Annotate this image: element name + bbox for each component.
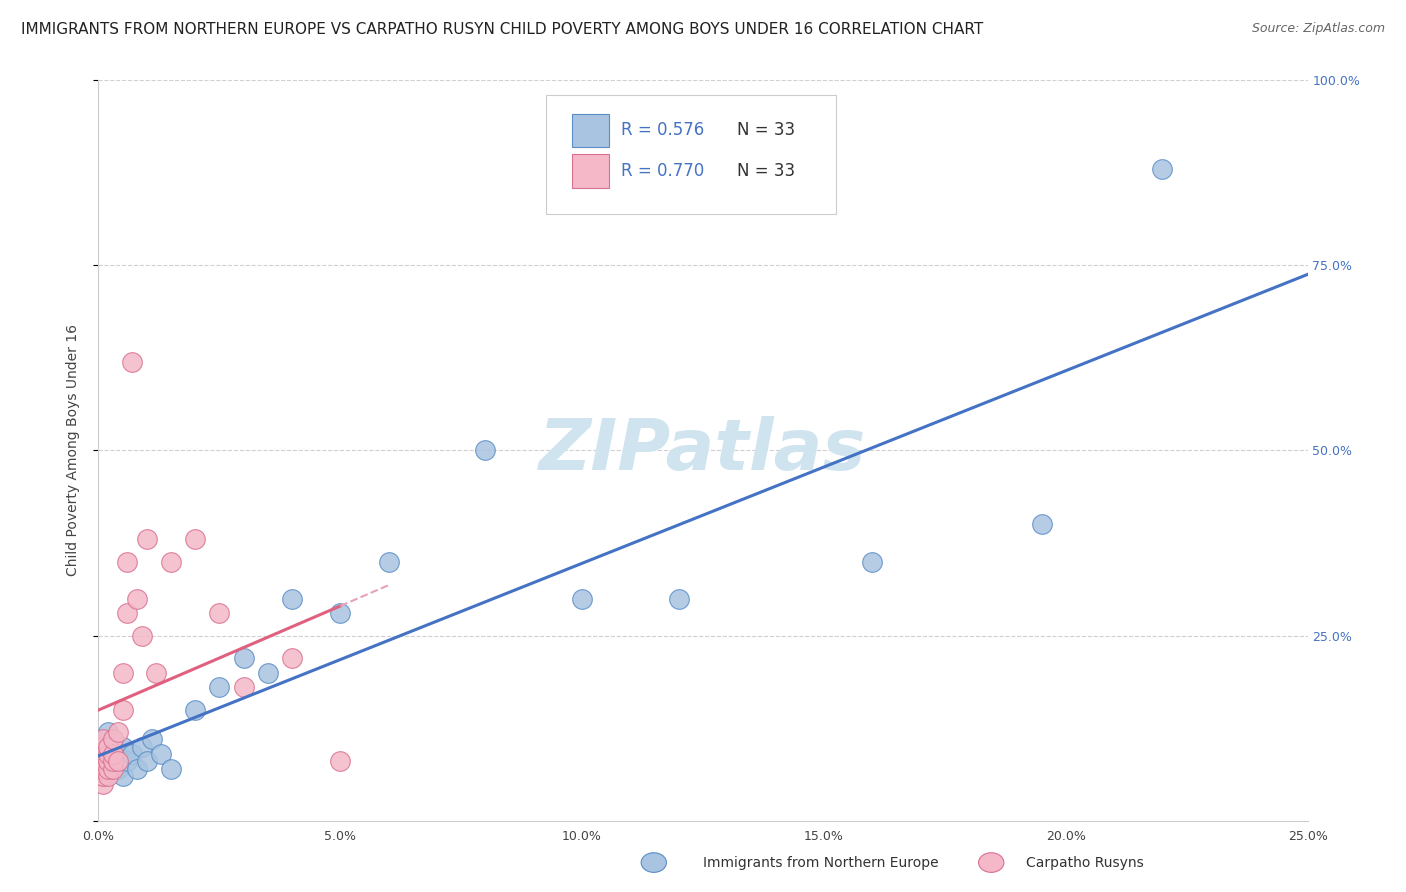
Point <box>160 762 183 776</box>
FancyBboxPatch shape <box>572 113 609 147</box>
Point <box>91 732 114 747</box>
Point <box>232 650 254 665</box>
Point <box>329 607 352 621</box>
Point <box>91 739 114 754</box>
Point <box>111 739 134 754</box>
Point <box>97 747 120 761</box>
Point <box>107 724 129 739</box>
Point <box>97 739 120 754</box>
Point <box>131 628 153 642</box>
Point <box>150 747 173 761</box>
Point <box>135 533 157 547</box>
Point <box>101 747 124 761</box>
Point <box>91 769 114 783</box>
Point <box>121 354 143 368</box>
FancyBboxPatch shape <box>546 95 837 213</box>
Point <box>145 665 167 680</box>
Point <box>232 681 254 695</box>
Point <box>111 665 134 680</box>
Point <box>141 732 163 747</box>
Point <box>91 747 114 761</box>
Y-axis label: Child Poverty Among Boys Under 16: Child Poverty Among Boys Under 16 <box>66 325 80 576</box>
Point <box>281 650 304 665</box>
Text: N = 33: N = 33 <box>737 162 794 180</box>
Point <box>101 755 124 769</box>
Point <box>91 755 114 769</box>
Text: Carpatho Rusyns: Carpatho Rusyns <box>1026 856 1144 871</box>
Point <box>97 762 120 776</box>
Point <box>107 762 129 776</box>
Point <box>127 591 149 606</box>
Text: N = 33: N = 33 <box>737 121 794 139</box>
Point <box>208 607 231 621</box>
Text: R = 0.770: R = 0.770 <box>621 162 704 180</box>
Point <box>860 555 883 569</box>
Text: Source: ZipAtlas.com: Source: ZipAtlas.com <box>1251 22 1385 36</box>
Point <box>571 591 593 606</box>
Point <box>208 681 231 695</box>
FancyBboxPatch shape <box>572 154 609 187</box>
Point <box>256 665 278 680</box>
Point <box>97 724 120 739</box>
Point <box>101 755 124 769</box>
Point <box>101 732 124 747</box>
Point <box>117 555 139 569</box>
Point <box>91 762 114 776</box>
Text: IMMIGRANTS FROM NORTHERN EUROPE VS CARPATHO RUSYN CHILD POVERTY AMONG BOYS UNDER: IMMIGRANTS FROM NORTHERN EUROPE VS CARPA… <box>21 22 983 37</box>
Point <box>184 703 207 717</box>
Point <box>97 769 120 783</box>
Point <box>91 755 114 769</box>
Point <box>131 739 153 754</box>
Point <box>135 755 157 769</box>
Point <box>111 769 134 783</box>
Point <box>1152 162 1174 177</box>
Point <box>1031 517 1053 532</box>
Point <box>121 747 143 761</box>
Point <box>97 762 120 776</box>
Point <box>107 747 129 761</box>
Point <box>668 591 690 606</box>
Point <box>111 703 134 717</box>
Text: R = 0.576: R = 0.576 <box>621 121 704 139</box>
Point <box>97 747 120 761</box>
Point <box>160 555 183 569</box>
Point <box>117 607 139 621</box>
Point <box>281 591 304 606</box>
Text: Immigrants from Northern Europe: Immigrants from Northern Europe <box>703 856 939 871</box>
Point <box>97 755 120 769</box>
Point <box>329 755 352 769</box>
Point <box>91 776 114 791</box>
Point <box>91 739 114 754</box>
Point <box>107 755 129 769</box>
Point <box>117 755 139 769</box>
Point <box>474 443 496 458</box>
Point <box>101 762 124 776</box>
Point <box>91 769 114 783</box>
Point <box>377 555 399 569</box>
Point <box>184 533 207 547</box>
Text: ZIPatlas: ZIPatlas <box>540 416 866 485</box>
Point <box>127 762 149 776</box>
Point <box>101 732 124 747</box>
